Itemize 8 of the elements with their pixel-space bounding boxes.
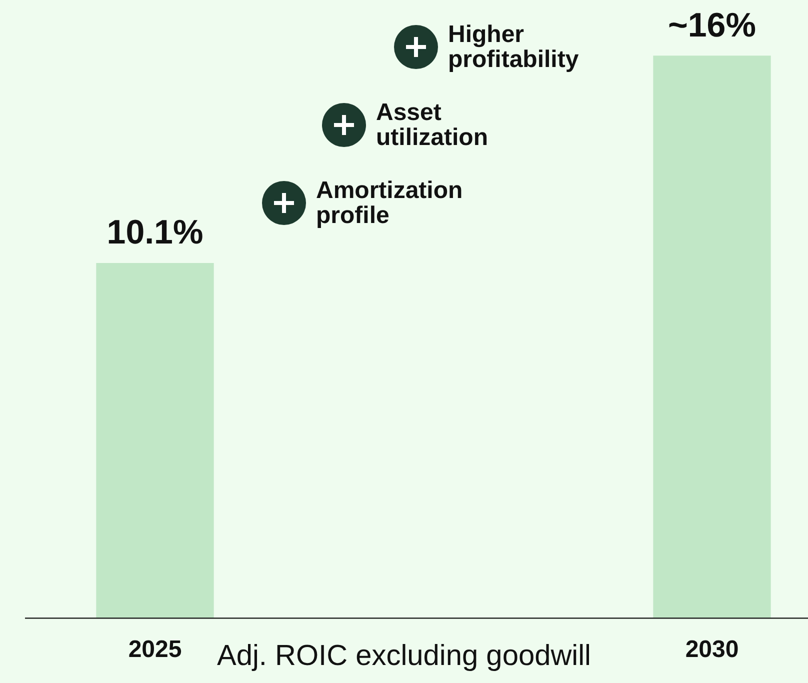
annotation: Higher profitability [448, 21, 579, 73]
x-tick-label: 2030 [685, 636, 739, 664]
x-tick-label: 2025 [128, 636, 182, 664]
annotation: Asset utilization [376, 99, 488, 151]
data-label: 10.1% [106, 214, 204, 252]
x-axis-title: Adj. ROIC excluding goodwill [217, 640, 591, 672]
data-label: ~16% [668, 6, 756, 44]
annotation: Amortization profile [316, 177, 463, 229]
